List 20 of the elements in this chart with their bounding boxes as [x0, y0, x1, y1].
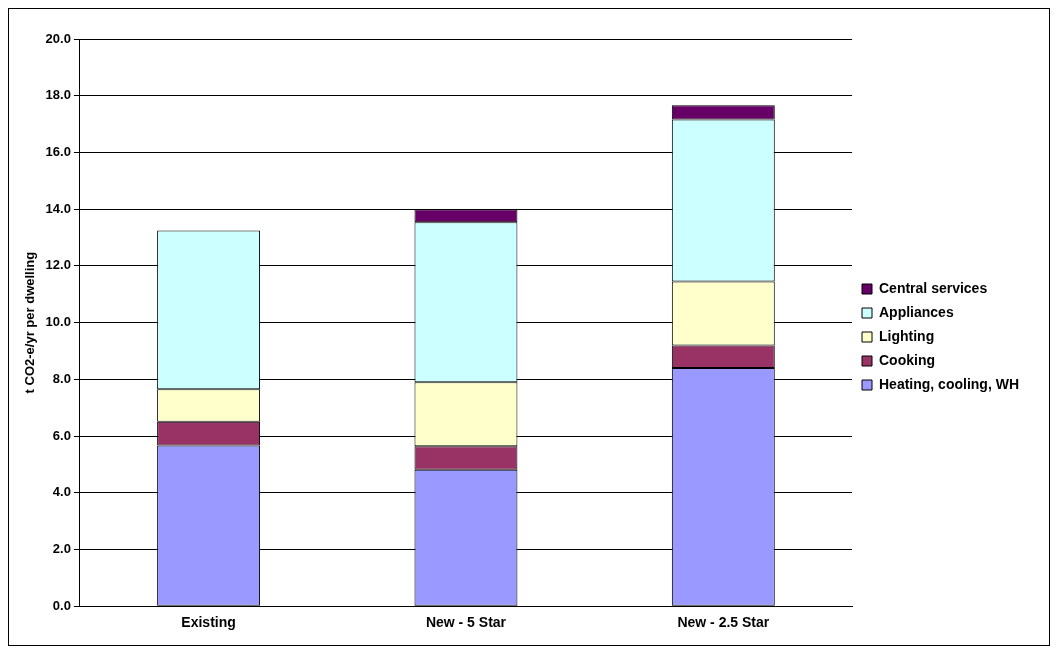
- y-tick-label: 8.0: [52, 370, 71, 386]
- y-tick-label: 2.0: [52, 541, 71, 557]
- legend-label: Appliances: [879, 303, 954, 320]
- y-axis-title: t CO2-e/yr per dwelling: [22, 251, 38, 394]
- y-tick-label: 10.0: [45, 314, 71, 330]
- x-tick-label: Existing: [181, 614, 236, 631]
- y-tick-label: 6.0: [52, 427, 71, 443]
- x-tick-label: New - 2.5 Star: [677, 614, 770, 631]
- y-tick-label: 20.0: [45, 30, 71, 46]
- legend-label: Heating, cooling, WH: [879, 375, 1020, 392]
- y-tick-label: 4.0: [52, 484, 71, 500]
- y-tick-label: 14.0: [45, 200, 71, 216]
- y-tick-label: 12.0: [45, 257, 71, 273]
- y-tick-label: 16.0: [45, 144, 71, 160]
- legend-label: Central services: [879, 279, 988, 296]
- legend-label: Lighting: [879, 327, 935, 344]
- x-tick-label: New - 5 Star: [425, 614, 507, 631]
- y-tick-label: 18.0: [45, 87, 71, 103]
- legend-label: Cooking: [879, 351, 936, 368]
- y-tick-label: 0.0: [52, 597, 71, 613]
